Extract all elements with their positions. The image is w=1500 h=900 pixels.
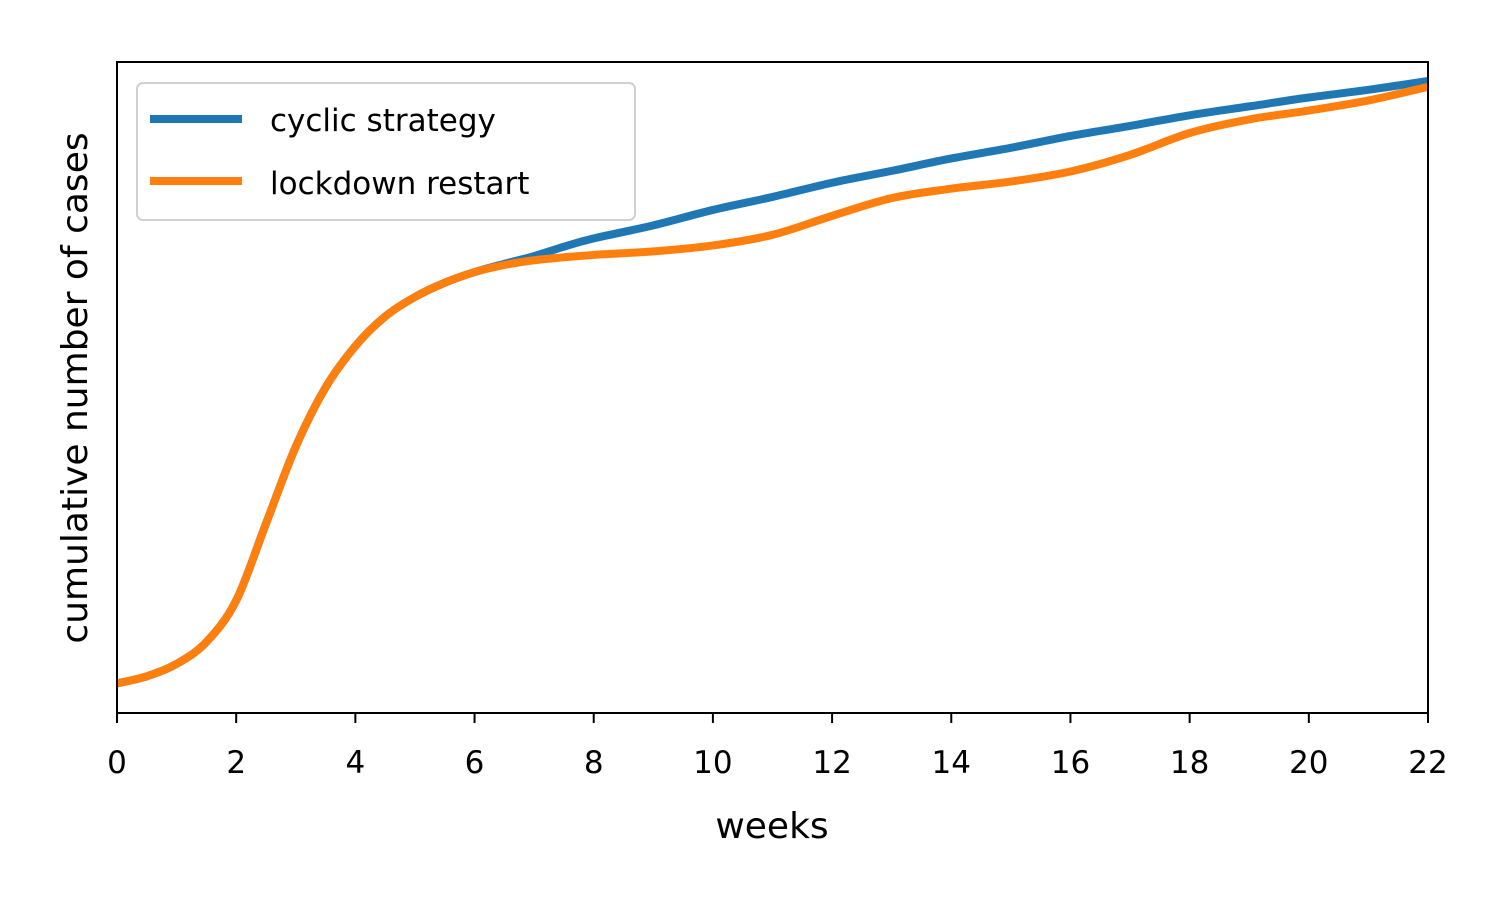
x-tick-label: 20 — [1289, 745, 1328, 781]
plot-frame — [116, 61, 1429, 714]
x-tick-label: 18 — [1170, 745, 1209, 781]
x-axis-ticks: 0 2 4 6 8 10 12 14 16 18 20 22 — [107, 713, 1448, 781]
legend-label-lockdown-restart: lockdown restart — [270, 166, 529, 202]
x-tick-label: 14 — [932, 745, 971, 781]
x-tick-label: 8 — [584, 745, 604, 781]
legend-label-cyclic-strategy: cyclic strategy — [270, 103, 496, 139]
legend: cyclic strategy lockdown restart — [136, 82, 636, 221]
x-tick-label: 0 — [107, 745, 127, 781]
series-layer — [116, 76, 1429, 688]
x-tick-label: 12 — [812, 745, 851, 781]
x-axis-label: weeks — [715, 806, 828, 847]
y-axis-label: cumulative number of cases — [55, 132, 96, 643]
x-tick-label: 4 — [345, 745, 365, 781]
series-line-lockdown-restart — [116, 82, 1429, 688]
x-tick-label: 22 — [1408, 745, 1447, 781]
legend-box — [136, 82, 636, 221]
x-tick-label: 16 — [1051, 745, 1090, 781]
x-tick-label: 10 — [693, 745, 732, 781]
x-tick-label: 2 — [226, 745, 246, 781]
x-tick-label: 6 — [465, 745, 485, 781]
